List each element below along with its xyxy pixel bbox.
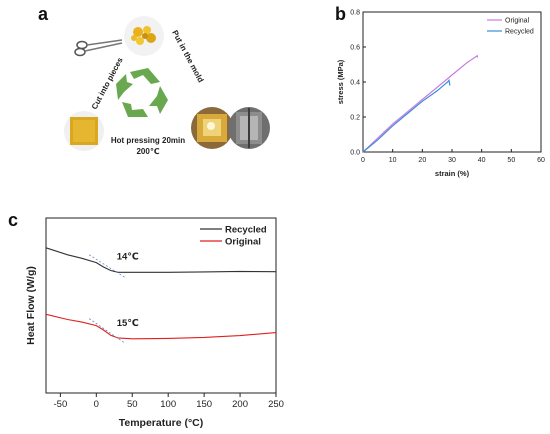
x-tick-label: 50	[507, 157, 515, 164]
x-tick-label: 10	[389, 157, 397, 164]
series-line-recycled	[45, 247, 277, 273]
cut-pieces-photo	[124, 16, 164, 56]
series-line-original	[45, 313, 277, 340]
transition-annotation: 14℃	[117, 252, 139, 263]
hot-press-photo	[228, 107, 270, 149]
y-tick-label: 0.2	[350, 115, 360, 122]
x-tick-label: 30	[448, 157, 456, 164]
series-line-original	[362, 54, 479, 153]
y-tick-label: 0.4	[350, 80, 360, 87]
y-axis-label: Heat Flow (W/g)	[25, 266, 37, 345]
x-tick-label: 40	[478, 157, 486, 164]
mold-photo	[191, 107, 233, 149]
series-line-recycled	[362, 78, 451, 153]
plot-frame	[45, 217, 277, 394]
x-tick-label: 60	[537, 157, 545, 164]
recycle-arrows-icon	[116, 68, 168, 117]
onset-tangent-recycled	[88, 254, 126, 278]
x-axis-label: Temperature (°C)	[119, 417, 204, 429]
x-tick-label: 250	[268, 399, 284, 410]
y-tick-label: 0.8	[350, 10, 360, 17]
panel-label-c: c	[8, 210, 19, 230]
legend-label-recycled: Recycled	[505, 29, 534, 36]
x-tick-label: 100	[160, 399, 176, 410]
legend-label-original: Original	[505, 18, 530, 25]
step-press-temp: 200℃	[136, 147, 159, 156]
x-tick-label: 20	[418, 157, 426, 164]
legend-label-original: Original	[225, 237, 261, 248]
step-press-label: Hot pressing 20min	[111, 136, 185, 145]
y-tick-label: 0.0	[350, 150, 360, 157]
panel-label-b: b	[335, 4, 346, 24]
panel-label-a: a	[38, 4, 49, 24]
legend-label-recycled: Recycled	[225, 225, 267, 236]
x-tick-label: 200	[232, 399, 248, 410]
chart-b-stress-strain: 0 10 20 30 40 50 60 0.0 0.2 0.4 0.6 0.8 strain (%) st…	[336, 10, 545, 179]
x-tick-label: 0	[94, 399, 99, 410]
x-tick-label: 0	[361, 157, 365, 164]
pressed-sheet-photo	[64, 111, 104, 151]
onset-tangent-original	[88, 318, 126, 344]
x-tick-label: 50	[127, 399, 138, 410]
recycling-scheme: Cut into pieces Put in the mold Hot pres…	[64, 16, 270, 156]
scissors-icon	[74, 39, 123, 57]
x-tick-label: 150	[196, 399, 212, 410]
y-tick-label: 0.6	[350, 45, 360, 52]
transition-annotation: 15℃	[117, 318, 139, 329]
y-axis-label: stress (MPa)	[336, 59, 345, 104]
x-axis-label: strain (%)	[435, 169, 470, 178]
x-tick-label: -50	[54, 399, 68, 410]
